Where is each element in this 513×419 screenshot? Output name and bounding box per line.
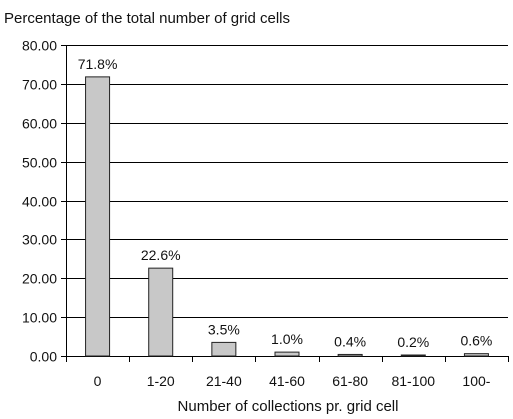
- y-tick-label-8: 80.00: [22, 38, 57, 54]
- data-label-21-40: 3.5%: [208, 321, 240, 337]
- y-tick-label-2: 20.00: [22, 271, 57, 287]
- data-label-0: 71.8%: [78, 56, 118, 72]
- bar-41-60: [274, 351, 300, 357]
- y-tick-label-6: 60.00: [22, 116, 57, 132]
- bar-100-: [463, 353, 489, 357]
- x-tick-label-61-80: 61-80: [332, 373, 368, 389]
- data-label-41-60: 1.0%: [271, 331, 303, 347]
- x-tick-label-41-60: 41-60: [269, 373, 305, 389]
- bar-21-40: [211, 341, 237, 357]
- y-axis-label: Percentage of the total number of grid c…: [4, 10, 290, 27]
- y-tick-label-1: 10.00: [22, 310, 57, 326]
- bar-1-20: [148, 267, 174, 357]
- data-label-61-80: 0.4%: [334, 333, 366, 349]
- x-tick-label-1-20: 1-20: [147, 373, 175, 389]
- data-label-100-: 0.6%: [460, 333, 492, 349]
- data-label-1-20: 22.6%: [141, 247, 181, 263]
- x-tick-label-81-100: 81-100: [391, 373, 435, 389]
- gridlines: [66, 45, 508, 318]
- y-tick-label-5: 50.00: [22, 155, 57, 171]
- data-label-81-100: 0.2%: [397, 334, 429, 350]
- y-tick-labels: 0.00 10.00 20.00 30.00 40.00 50.00 60.00 70.00 8…: [22, 38, 66, 365]
- y-tick-label-0: 0.00: [30, 349, 57, 365]
- bar-0: [85, 76, 111, 357]
- x-axis-label: Number of collections pr. grid cell: [178, 398, 399, 415]
- x-tick-label-100-: 100-: [462, 373, 490, 389]
- x-tick-label-21-40: 21-40: [206, 373, 242, 389]
- y-tick-label-3: 30.00: [22, 232, 57, 248]
- axes: [66, 45, 509, 362]
- bar-61-80: [337, 353, 363, 357]
- bars: [85, 76, 489, 357]
- x-tick-label-0: 0: [94, 373, 102, 389]
- data-labels: 71.8% 22.6% 3.5% 1.0% 0.4% 0.2% 0.6%: [78, 56, 493, 350]
- y-tick-label-7: 70.00: [22, 77, 57, 93]
- bar-81-100: [400, 354, 426, 357]
- x-tick-labels: 0 1-20 21-40 41-60 61-80 81-100 100-: [94, 373, 491, 389]
- y-tick-label-4: 40.00: [22, 194, 57, 210]
